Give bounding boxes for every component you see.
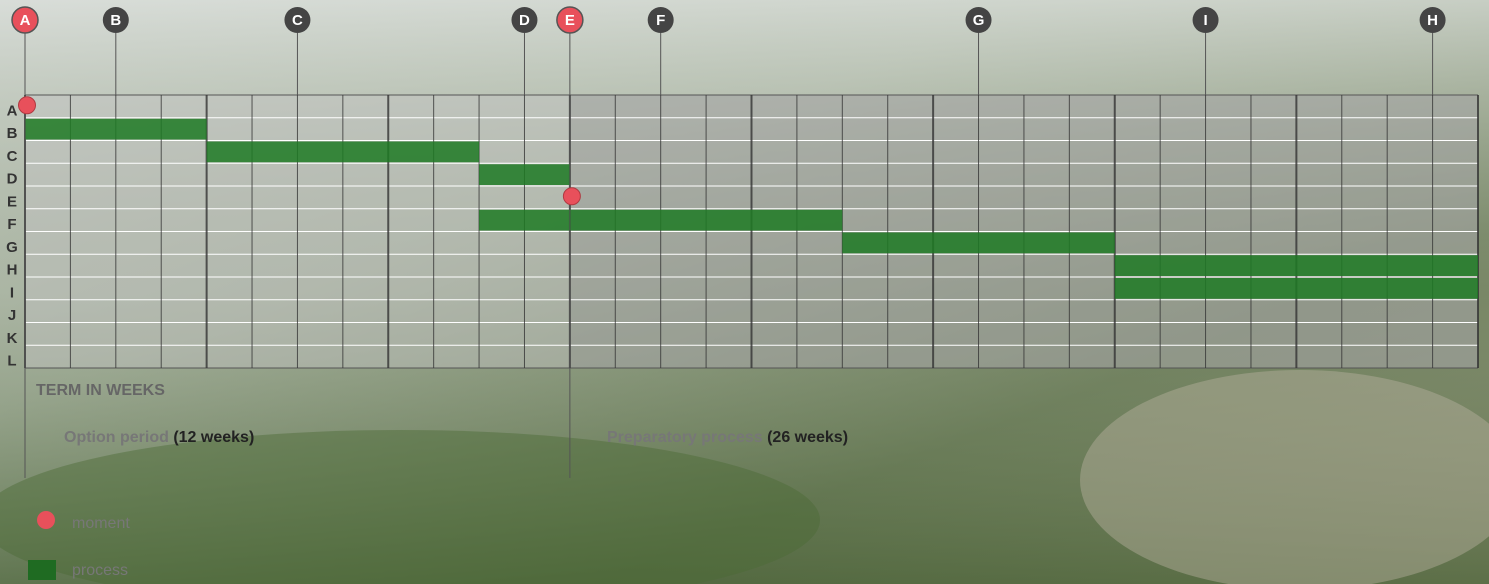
row-label: C bbox=[7, 148, 18, 165]
marker-label: G bbox=[973, 12, 985, 29]
period-label: Option period (12 weeks) bbox=[64, 429, 254, 446]
timeline: TERM IN WEEKS Option period (12 weeks) P… bbox=[0, 0, 1489, 584]
process-bar bbox=[479, 210, 842, 231]
marker-label: E bbox=[565, 12, 575, 29]
legend-label: process bbox=[72, 562, 128, 579]
row-label: I bbox=[10, 284, 14, 301]
marker-label: B bbox=[110, 12, 121, 29]
moment bbox=[19, 97, 36, 114]
period-duration: (12 weeks) bbox=[173, 429, 254, 446]
marker-label: D bbox=[519, 12, 530, 29]
process-bar bbox=[842, 233, 1114, 254]
process-bar bbox=[479, 164, 570, 185]
page: TERM IN WEEKS Option period (12 weeks) P… bbox=[0, 0, 1489, 584]
row-label: A bbox=[7, 102, 18, 119]
legend-moment-swatch bbox=[37, 511, 55, 529]
process-bar bbox=[1115, 278, 1478, 299]
axis-label: TERM IN WEEKS bbox=[36, 382, 165, 399]
period-duration: (26 weeks) bbox=[767, 429, 848, 446]
marker-label: H bbox=[1427, 12, 1438, 29]
row-label: G bbox=[6, 239, 18, 256]
legend-label: moment bbox=[72, 515, 130, 532]
marker-label: C bbox=[292, 12, 303, 29]
process-bar bbox=[1115, 255, 1478, 276]
legend-process-swatch bbox=[28, 560, 56, 580]
process-bar bbox=[25, 119, 207, 140]
process-bar bbox=[207, 142, 479, 163]
marker-label: A bbox=[20, 12, 31, 29]
row-label: E bbox=[7, 193, 17, 210]
period-name: Option period bbox=[64, 429, 169, 446]
row-label: B bbox=[7, 125, 18, 142]
row-label: K bbox=[7, 330, 18, 347]
row-label: J bbox=[8, 307, 16, 324]
row-label: H bbox=[7, 262, 18, 279]
row-label: D bbox=[7, 171, 18, 188]
period-label: Preparatory process (26 weeks) bbox=[607, 429, 848, 446]
row-label: F bbox=[7, 216, 16, 233]
marker-label: F bbox=[656, 12, 665, 29]
period-name: Preparatory process bbox=[607, 429, 763, 446]
row-label: L bbox=[7, 353, 16, 370]
moment bbox=[563, 188, 580, 205]
marker-label: I bbox=[1203, 12, 1207, 29]
